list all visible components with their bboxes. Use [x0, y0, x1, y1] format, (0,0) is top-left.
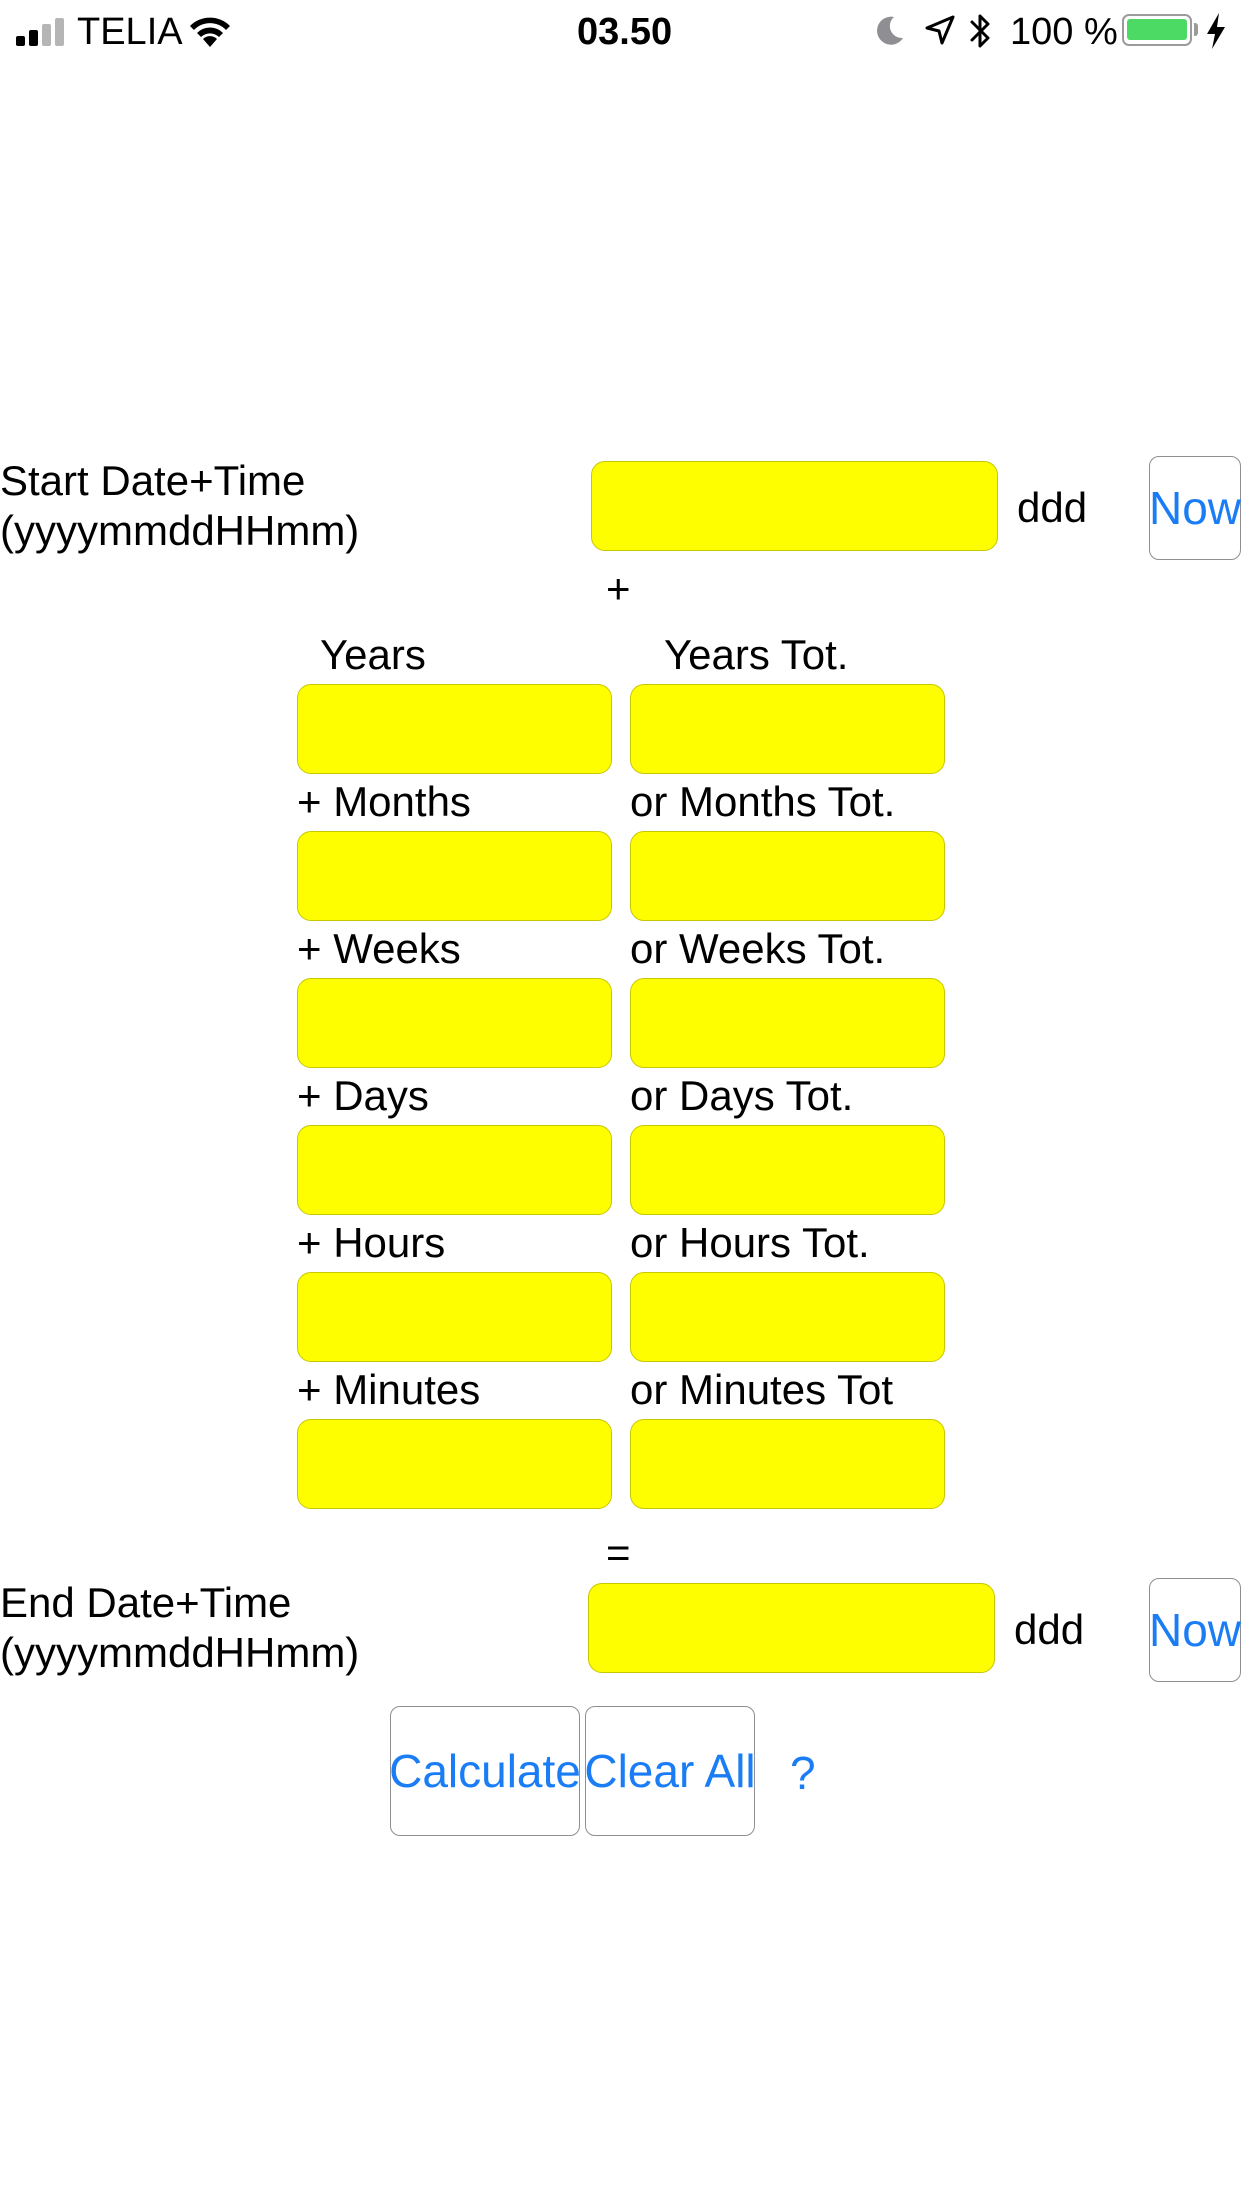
increment-label: + Days [297, 1072, 429, 1119]
increment-label: + Minutes [297, 1366, 481, 1413]
equals-sign: = [606, 1529, 631, 1576]
increment-label: + Months [297, 778, 471, 825]
clock-time: 03.50 [577, 11, 673, 53]
do-not-disturb-moon-icon [877, 16, 903, 45]
clear-all-button[interactable]: Clear All [584, 1706, 756, 1836]
increment-input[interactable] [297, 1419, 612, 1509]
increment-input[interactable] [297, 1125, 612, 1215]
help-button[interactable]: ? [790, 1747, 816, 1799]
total-label: or Days Tot. [630, 1072, 854, 1119]
increment-label: Years [320, 631, 426, 678]
total-label: or Weeks Tot. [630, 925, 886, 972]
battery-tip [1194, 23, 1198, 36]
start-now-button[interactable]: Now [1149, 456, 1241, 560]
location-arrow-icon [925, 15, 955, 45]
increment-label: + Hours [297, 1219, 446, 1266]
start-date-format-hint: (yyyymmddHHmm) [0, 507, 360, 554]
calculate-button[interactable]: Calculate [389, 1706, 581, 1836]
end-weekday: ddd [1014, 1606, 1085, 1653]
total-input[interactable] [630, 1272, 945, 1362]
end-date-format-hint: (yyyymmddHHmm) [0, 1629, 360, 1676]
start-weekday: ddd [1017, 484, 1088, 531]
increment-input[interactable] [297, 978, 612, 1068]
total-label: or Hours Tot. [630, 1219, 870, 1266]
carrier-name: TELIA [77, 11, 183, 53]
increment-input[interactable] [297, 684, 612, 774]
cellular-signal-icon [16, 18, 64, 46]
battery-icon [1122, 14, 1192, 46]
wifi-icon [190, 17, 230, 47]
battery-percent: 100 % [1010, 11, 1118, 53]
increment-input[interactable] [297, 1272, 612, 1362]
total-label: or Months Tot. [630, 778, 896, 825]
start-date-label-line1: Start Date+Time [0, 457, 306, 504]
total-input[interactable] [630, 684, 945, 774]
total-label: Years Tot. [664, 631, 849, 678]
total-input[interactable] [630, 978, 945, 1068]
total-label: or Minutes Tot [630, 1366, 894, 1413]
status-bar: TELIA 03.50 100 % [0, 0, 1242, 60]
charging-bolt-icon [1207, 13, 1225, 49]
bluetooth-icon [970, 14, 990, 48]
start-date-input[interactable] [591, 461, 998, 551]
battery-level-fill [1127, 19, 1187, 40]
end-now-button[interactable]: Now [1149, 1578, 1241, 1682]
increment-label: + Weeks [297, 925, 461, 972]
plus-sign: + [606, 565, 631, 612]
total-input[interactable] [630, 1125, 945, 1215]
total-input[interactable] [630, 831, 945, 921]
end-date-input[interactable] [588, 1583, 995, 1673]
end-date-label-line1: End Date+Time [0, 1579, 292, 1626]
increment-input[interactable] [297, 831, 612, 921]
total-input[interactable] [630, 1419, 945, 1509]
